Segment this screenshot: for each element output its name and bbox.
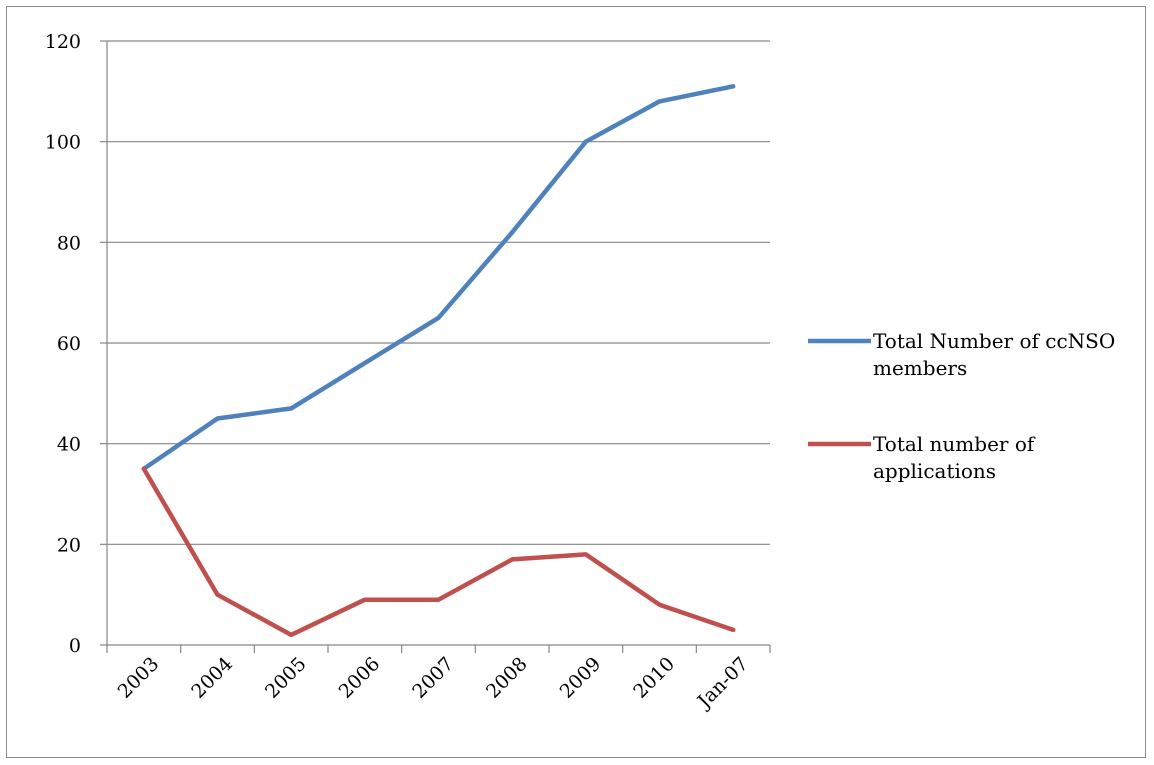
x-tick-label: Jan-07 xyxy=(692,653,753,714)
chart-frame xyxy=(6,6,1146,758)
legend-label: Total Number of ccNSO xyxy=(873,329,1115,353)
y-tick-label: 20 xyxy=(57,534,81,556)
x-tick-label: 2008 xyxy=(482,653,532,703)
series xyxy=(141,84,736,638)
y-tick-label: 120 xyxy=(45,31,81,53)
y-tick-label: 0 xyxy=(69,635,81,657)
legend: Total Number of ccNSO members Total number… xyxy=(808,329,1115,483)
series-line xyxy=(141,466,736,638)
y-tick-label: 80 xyxy=(57,232,81,254)
x-tick-label: 2010 xyxy=(629,653,679,703)
y-tick-label: 100 xyxy=(45,132,81,154)
gridlines xyxy=(107,40,770,545)
x-tick-label: 2007 xyxy=(408,653,458,703)
legend-label: applications xyxy=(873,459,996,483)
legend-label: Total number of xyxy=(873,432,1036,456)
x-tick-label: 2009 xyxy=(556,653,606,703)
series-line xyxy=(141,84,736,472)
legend-label: members xyxy=(873,356,967,380)
y-tick-label: 60 xyxy=(57,333,81,355)
x-tick-label: 2006 xyxy=(335,653,385,703)
axes: 0 20 40 60 80 100 120 2003 2004 2005 2006 2007 2008 2… xyxy=(45,31,771,714)
x-tick-label: 2004 xyxy=(187,653,237,703)
x-tick-label: 2003 xyxy=(114,653,164,703)
x-tick-label: 2005 xyxy=(261,653,311,703)
y-tick-label: 40 xyxy=(57,434,81,456)
